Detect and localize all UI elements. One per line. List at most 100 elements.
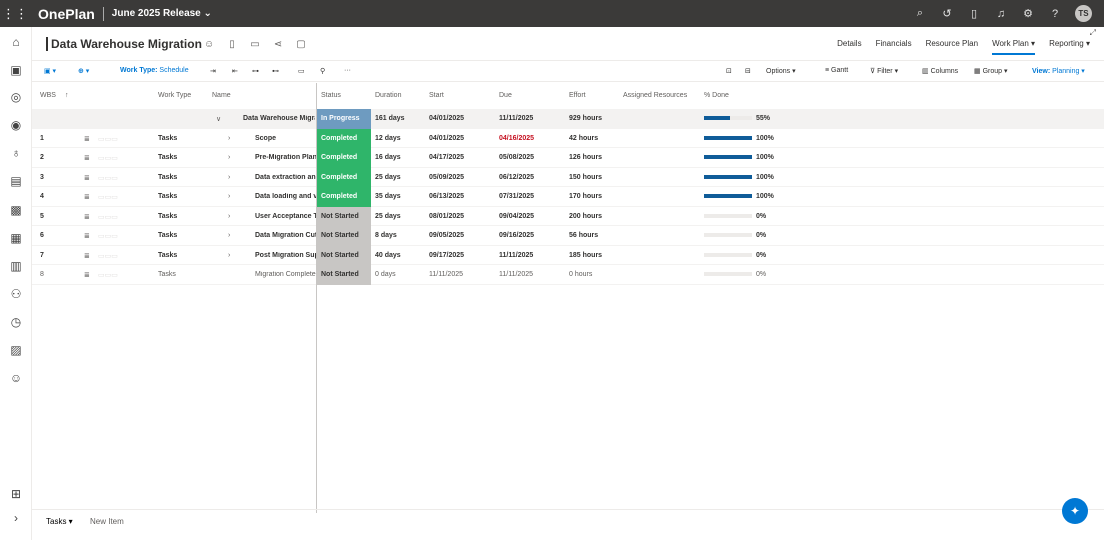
columns-button[interactable]: ▥ Columns	[922, 67, 958, 75]
move-up-icon[interactable]: ⊡	[726, 68, 732, 75]
layout-icon[interactable]: ⊞	[10, 487, 22, 501]
expand-chevron-icon[interactable]: ›	[228, 173, 231, 181]
expand-icon[interactable]: ⤢	[1089, 28, 1096, 37]
summary-row[interactable]: ∨ Data Warehouse Migra In Progress 161 days…	[32, 109, 1104, 129]
release-dropdown[interactable]: June 2025 Release ⌄	[111, 8, 212, 19]
avatar[interactable]: TS	[1075, 5, 1092, 22]
expand-chevron-icon[interactable]: ›	[228, 154, 231, 161]
row-actions-icon[interactable]: ▭▭▭	[98, 194, 118, 201]
table-row[interactable]: 5 ≣ ▭▭▭ Tasks › User Acceptance Te Not Started…	[32, 206, 1104, 226]
col-work-type[interactable]: Work Type	[158, 92, 192, 99]
target-icon[interactable]: ◉	[10, 118, 22, 132]
col-start[interactable]: Start	[429, 92, 444, 99]
table-row[interactable]: 1 ≣ ▭▭▭ Tasks › Scope Completed 12 days 04/01/20…	[32, 128, 1104, 148]
table-row[interactable]: 6 ≣ ▭▭▭ Tasks › Data Migration Cut Not Started…	[32, 226, 1104, 246]
drag-handle-icon[interactable]: ≣	[84, 233, 90, 240]
app-launcher-icon[interactable]: ⋮⋮	[2, 5, 28, 21]
col-pct-done[interactable]: % Done	[704, 92, 729, 99]
row-actions-icon[interactable]: ▭▭▭	[98, 213, 118, 221]
name-cell[interactable]: Data Warehouse Migra	[243, 115, 315, 122]
name-cell[interactable]: Post Migration Sup	[255, 251, 316, 259]
gantt-button[interactable]: ≡ Gantt	[825, 67, 848, 74]
app-name[interactable]: OnePlan	[38, 5, 95, 22]
drag-handle-icon[interactable]: ≣	[84, 155, 90, 162]
row-actions-icon[interactable]: ▭▭▭	[98, 174, 118, 182]
filter-button[interactable]: ⊽ Filter ▾	[870, 67, 898, 75]
col-assigned-resources[interactable]: Assigned Resources	[623, 92, 688, 99]
collapse-chevron-icon[interactable]: ∨	[216, 116, 222, 123]
tab-work-plan[interactable]: Work Plan ▾	[992, 39, 1036, 55]
assistant-button[interactable]: ✦	[1062, 498, 1088, 524]
ideas-icon[interactable]: ◎	[10, 90, 22, 104]
new-item-button[interactable]: New Item	[90, 517, 124, 526]
bookmark-icon[interactable]: ▯	[970, 8, 978, 20]
help-icon[interactable]: ?	[1051, 7, 1059, 20]
person-icon[interactable]: ☺	[9, 371, 23, 385]
row-actions-icon[interactable]: ▭▭▭	[98, 272, 118, 279]
expand-nav-icon[interactable]: ›	[14, 511, 18, 525]
share-icon[interactable]: ⋖	[273, 39, 283, 50]
history-icon[interactable]: ↺	[942, 8, 952, 20]
unlink-icon[interactable]: ⊷	[272, 68, 279, 75]
add-icon[interactable]: ⊕ ▾	[78, 68, 90, 75]
drag-handle-icon[interactable]: ≣	[84, 135, 90, 143]
col-due[interactable]: Due	[499, 92, 512, 99]
drag-handle-icon[interactable]: ≣	[84, 194, 90, 201]
name-cell[interactable]: Data extraction and	[255, 173, 316, 181]
cube-icon[interactable]: ▩	[10, 203, 22, 217]
row-actions-icon[interactable]: ▭▭▭	[98, 135, 118, 143]
home-icon[interactable]: ⌂	[12, 35, 20, 49]
expand-chevron-icon[interactable]: ›	[228, 232, 231, 239]
attach-icon[interactable]: ⚲	[320, 68, 326, 75]
sort-asc-icon[interactable]: ↑	[65, 92, 69, 99]
view-selector[interactable]: View: Planning ▾	[1032, 67, 1085, 75]
lightbulb-icon[interactable]: ♁	[11, 146, 21, 160]
table-row[interactable]: 2 ≣ ▭▭▭ Tasks › Pre-Migration Plan Completed 16…	[32, 148, 1104, 168]
tasks-dropdown[interactable]: Tasks ▾	[46, 517, 73, 526]
name-cell[interactable]: Data Migration Cut	[255, 232, 316, 239]
name-cell[interactable]: User Acceptance Te	[255, 212, 316, 220]
workflow-icon[interactable]: ⚇	[10, 287, 22, 301]
save-icon[interactable]: ▣ ▾	[44, 68, 57, 75]
expand-chevron-icon[interactable]: ›	[228, 251, 231, 259]
col-name[interactable]: Name	[212, 92, 231, 99]
indent-icon[interactable]: ⇥	[210, 68, 216, 75]
expand-chevron-icon[interactable]: ›	[228, 193, 231, 200]
col-effort[interactable]: Effort	[569, 92, 586, 99]
drag-handle-icon[interactable]: ≣	[84, 272, 90, 279]
pane-divider[interactable]	[316, 83, 317, 513]
more-icon[interactable]: ···	[344, 67, 351, 74]
table-row[interactable]: 4 ≣ ▭▭▭ Tasks › Data loading and v Completed 35…	[32, 187, 1104, 207]
link-icon[interactable]: ⊶	[252, 68, 259, 75]
drag-handle-icon[interactable]: ≣	[84, 213, 90, 221]
row-actions-icon[interactable]: ▭▭▭	[98, 155, 118, 162]
options-button[interactable]: Options ▾	[766, 68, 796, 75]
report-icon[interactable]: ▥	[10, 259, 22, 273]
portfolio-icon[interactable]: ▣	[10, 63, 22, 77]
time-icon[interactable]: ◷	[10, 315, 22, 329]
row-actions-icon[interactable]: ▭▭▭	[98, 252, 118, 260]
tab-resource-plan[interactable]: Resource Plan	[925, 39, 979, 48]
expand-chevron-icon[interactable]: ›	[228, 212, 231, 220]
expand-chevron-icon[interactable]: ›	[228, 134, 231, 142]
group-button[interactable]: ▦ Group ▾	[974, 67, 1007, 75]
tab-reporting[interactable]: Reporting ▾	[1049, 39, 1090, 48]
name-cell[interactable]: Pre-Migration Plan	[255, 154, 316, 161]
organization-icon[interactable]: ▨	[10, 343, 22, 357]
table-row[interactable]: 8 ≣ ▭▭▭ Tasks Migration Complete Not Started 0…	[32, 265, 1104, 285]
board-icon[interactable]: ▦	[10, 231, 22, 245]
tab-financials[interactable]: Financials	[875, 39, 912, 48]
user-icon[interactable]: ☺	[204, 39, 215, 50]
work-type-selector[interactable]: Work Type: Schedule	[120, 67, 189, 74]
comment-icon[interactable]: ▭	[250, 39, 260, 50]
table-row[interactable]: 3 ≣ ▭▭▭ Tasks › Data extraction and Completed 2…	[32, 167, 1104, 187]
name-cell[interactable]: Data loading and v	[255, 193, 316, 200]
col-duration[interactable]: Duration	[375, 92, 402, 99]
move-down-icon[interactable]: ⊟	[745, 68, 751, 75]
bookmark-icon[interactable]: ▯	[229, 39, 235, 50]
settings-gear-icon[interactable]: ⚙	[1023, 8, 1033, 20]
outdent-icon[interactable]: ⇤	[232, 68, 238, 75]
col-wbs[interactable]: WBS	[40, 92, 56, 99]
drag-handle-icon[interactable]: ≣	[84, 174, 90, 182]
name-cell[interactable]: Migration Complete	[255, 271, 316, 278]
